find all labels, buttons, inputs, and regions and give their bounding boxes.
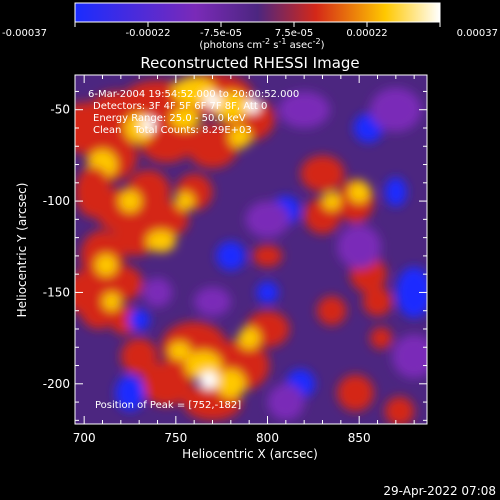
emission-blob [119, 190, 141, 213]
emission-blob [102, 292, 121, 311]
y-tick-label: -50 [50, 103, 70, 117]
info-clean-counts: Clean Total Counts: 8.29E+03 [93, 125, 252, 136]
colorbar-tick-label: 7.5e-05 [275, 28, 313, 39]
emission-blob [245, 201, 290, 238]
emission-blob [95, 254, 118, 276]
emission-blob [144, 201, 189, 238]
emission-blob [395, 266, 427, 319]
x-tick-label: 700 [73, 431, 96, 445]
emission-blob [175, 191, 195, 211]
axis-ticks: 700 750 800 850 -50 -100 -150 -200 [43, 75, 427, 445]
emission-blob [216, 241, 246, 271]
emission-blob [392, 334, 427, 379]
emission-blob [128, 308, 151, 331]
emission-blob [141, 361, 193, 406]
emission-blob [278, 91, 330, 128]
emission-blob [238, 327, 261, 350]
peak-position-label: Position of Peak = [752,-182] [95, 400, 241, 411]
emission-blob [300, 155, 345, 192]
emission-blob [141, 117, 156, 132]
emission-blob [203, 93, 222, 108]
emission-blob [252, 244, 283, 267]
x-tick-label: 850 [348, 431, 371, 445]
y-tick-label: -100 [43, 194, 70, 208]
x-tick-label: 750 [164, 431, 187, 445]
colorbar-tick-label: 0.00037 [457, 28, 498, 39]
emission-blob [199, 371, 218, 390]
chart-title: Reconstructed RHESSI Image [140, 54, 359, 72]
emission-blob [337, 224, 382, 269]
emission-blob [317, 296, 347, 326]
observation-info: 6-Mar-2004 19:54:52.000 to 20:00:52.000 … [88, 89, 299, 136]
y-tick-label: -150 [43, 285, 70, 299]
colorbar [74, 2, 441, 23]
emission-blob [216, 369, 246, 399]
colorbar-tick-label: 0.00022 [346, 28, 387, 39]
emission-blob [245, 98, 261, 114]
emission-blob [170, 107, 200, 130]
colorbar-ticks: -0.00037 -0.00022 -7.5e-05 7.5e-05 0.00022 0.… [2, 22, 498, 39]
emission-blob [212, 91, 250, 121]
emission-blob [168, 341, 191, 361]
emission-blob [362, 286, 393, 317]
emission-blob [115, 374, 145, 412]
emission-blob [337, 374, 374, 412]
emission-blob [120, 338, 158, 375]
emission-blob [186, 124, 239, 169]
emission-blob [322, 191, 341, 211]
x-tick-label: 800 [256, 431, 279, 445]
y-tick-label: -200 [43, 377, 70, 391]
emission-blob [142, 277, 173, 308]
footer-timestamp: 29-Apr-2022 07:08 [383, 484, 496, 498]
emission-blob [194, 286, 231, 317]
emission-blob [370, 87, 422, 132]
emission-blob [267, 383, 305, 421]
emission-blob [384, 177, 407, 207]
emission-blob [146, 230, 176, 253]
emission-blob [229, 126, 251, 149]
colorbar-units-label: (photons cm-2 s-1 asec-2) [199, 37, 324, 51]
info-detectors: Detectors: 3F 4F 5F 6F 7F 8F, Att 0 [93, 101, 267, 112]
emission-map [75, 75, 427, 424]
emission-blob [370, 327, 393, 350]
colorbar-tick-label: -0.00022 [126, 28, 171, 39]
y-axis-label: Heliocentric Y (arcsec) [15, 183, 29, 318]
plot-frame [74, 74, 428, 425]
colorbar-tick-label: -0.00037 [2, 28, 47, 39]
info-energy-range: Energy Range: 25.0 - 50.0 keV [93, 113, 246, 124]
info-time-range: 6-Mar-2004 19:54:52.000 to 20:00:52.000 [88, 89, 299, 100]
x-axis-label: Heliocentric X (arcsec) [182, 447, 318, 461]
image-area [75, 75, 427, 424]
emission-blob [348, 180, 371, 203]
emission-blob [113, 219, 158, 256]
colorbar-tick-label: -7.5e-05 [200, 28, 242, 39]
emission-blob [256, 281, 279, 304]
emission-blob [384, 396, 415, 424]
